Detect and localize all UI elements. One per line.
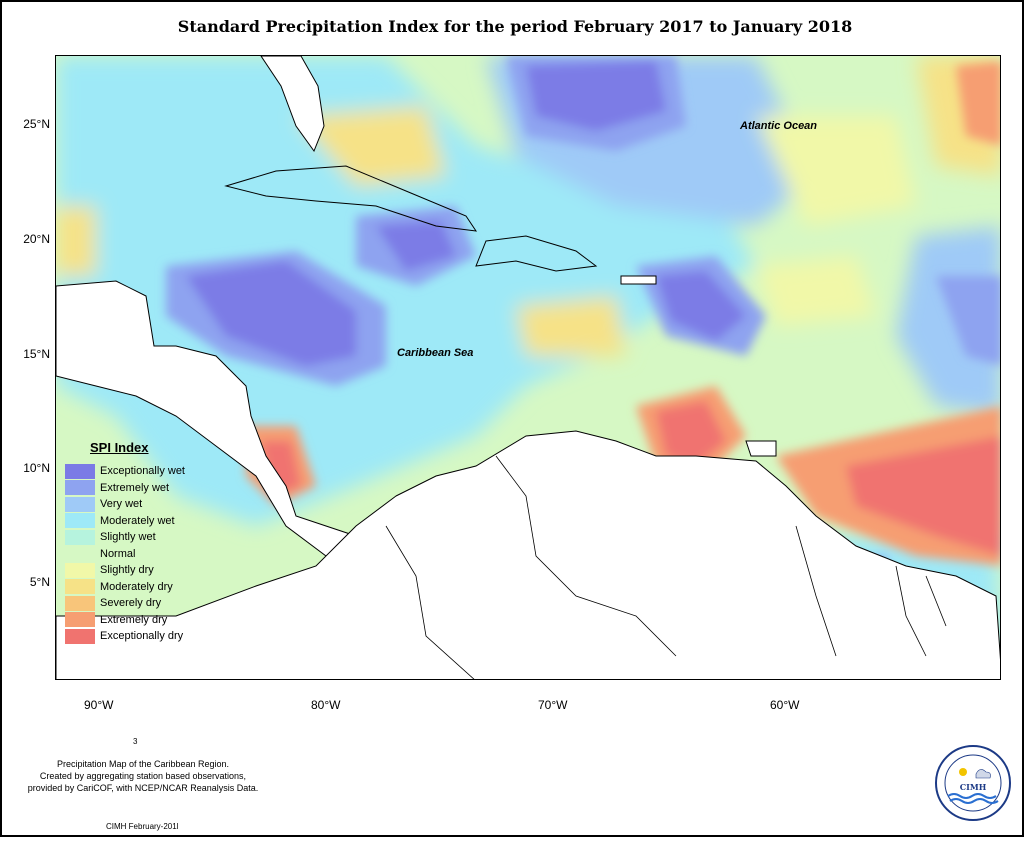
legend-item: Extremely wet [65, 480, 185, 497]
legend-item: Slightly dry [65, 562, 185, 579]
lat-label-25: 25°N [23, 117, 50, 131]
lon-label-80: 80°W [311, 698, 341, 712]
legend-label: Slightly dry [100, 564, 154, 577]
legend-item: Moderately wet [65, 513, 185, 530]
puerto-rico-outline [620, 275, 657, 285]
legend-item: Very wet [65, 496, 185, 513]
stray-mark: 3 [133, 737, 138, 746]
spi-legend: SPI Index Exceptionally wet Extremely wet… [65, 440, 185, 645]
atlantic-ocean-label: Atlantic Ocean [740, 120, 818, 132]
legend-label: Moderately dry [100, 580, 173, 593]
sun-icon [959, 768, 967, 776]
legend-item: Severely dry [65, 595, 185, 612]
legend-label: Exceptionally dry [100, 630, 184, 643]
legend-swatch [65, 628, 95, 644]
central-america-outline [56, 280, 357, 577]
map-title: Standard Precipitation Index for the per… [177, 17, 853, 36]
spi-map: Atlantic Ocean Caribbean Sea [55, 55, 1001, 680]
cloud-icon [975, 769, 991, 779]
cuba-outline [224, 165, 478, 232]
legend-swatch [65, 562, 95, 578]
legend-label: Moderately wet [100, 514, 175, 527]
hispaniola-outline [475, 235, 598, 272]
legend-swatch [65, 480, 95, 496]
lat-label-15: 15°N [23, 347, 50, 361]
trinidad-outline [745, 440, 777, 457]
lon-label-90: 90°W [84, 698, 114, 712]
lat-label-20: 20°N [23, 232, 50, 246]
legend-swatch [65, 529, 95, 545]
lon-label-60: 60°W [770, 698, 800, 712]
lat-label-10: 10°N [23, 461, 50, 475]
south-america-outline [56, 430, 1000, 679]
lat-label-5: 5°N [29, 575, 50, 589]
lon-label-70: 70°W [538, 698, 568, 712]
legend-title: SPI Index [90, 440, 149, 455]
legend-item: Normal [65, 546, 185, 563]
florida-outline [260, 56, 325, 153]
legend-label: Exceptionally wet [100, 465, 185, 478]
legend-item: Slightly wet [65, 529, 185, 546]
borders [385, 455, 947, 679]
landmass [56, 56, 1000, 679]
legend-label: Very wet [100, 498, 143, 511]
note-line-3: provided by CariCOF, with NCEP/NCAR Rean… [27, 783, 259, 793]
note-line-2: Created by aggregating station based obs… [39, 771, 247, 781]
legend-label: Extremely wet [100, 481, 170, 494]
map-description: Precipitation Map of the Caribbean Regio… [8, 758, 278, 794]
legend-swatch [65, 463, 95, 479]
legend-swatch [65, 579, 95, 595]
legend-swatch [65, 496, 95, 512]
note-line-1: Precipitation Map of the Caribbean Regio… [56, 759, 230, 769]
legend-swatch [65, 546, 95, 562]
legend-item: Exceptionally dry [65, 628, 185, 645]
legend-swatch [65, 513, 95, 529]
lat-axis: 25°N 20°N 15°N 10°N 5°N [0, 0, 50, 843]
caribbean-sea-label: Caribbean Sea [397, 347, 474, 359]
cimh-logo: CIMH [934, 744, 1012, 822]
legend-item: Moderately dry [65, 579, 185, 596]
legend-swatch [65, 612, 95, 628]
logo-acronym: CIMH [960, 782, 987, 792]
credit-text: CIMH February-201l [106, 822, 179, 831]
legend-item: Exceptionally wet [65, 463, 185, 480]
wave-icon [947, 793, 997, 799]
legend-label: Severely dry [100, 597, 162, 610]
legend-item: Extremely dry [65, 612, 185, 629]
legend-label: Normal [100, 547, 136, 560]
spi-map-canvas [56, 56, 1000, 679]
legend-label: Slightly wet [100, 531, 156, 544]
legend-rows: Exceptionally wet Extremely wet Very wet Mo… [65, 463, 185, 645]
legend-swatch [65, 595, 95, 611]
legend-label: Extremely dry [100, 613, 168, 626]
